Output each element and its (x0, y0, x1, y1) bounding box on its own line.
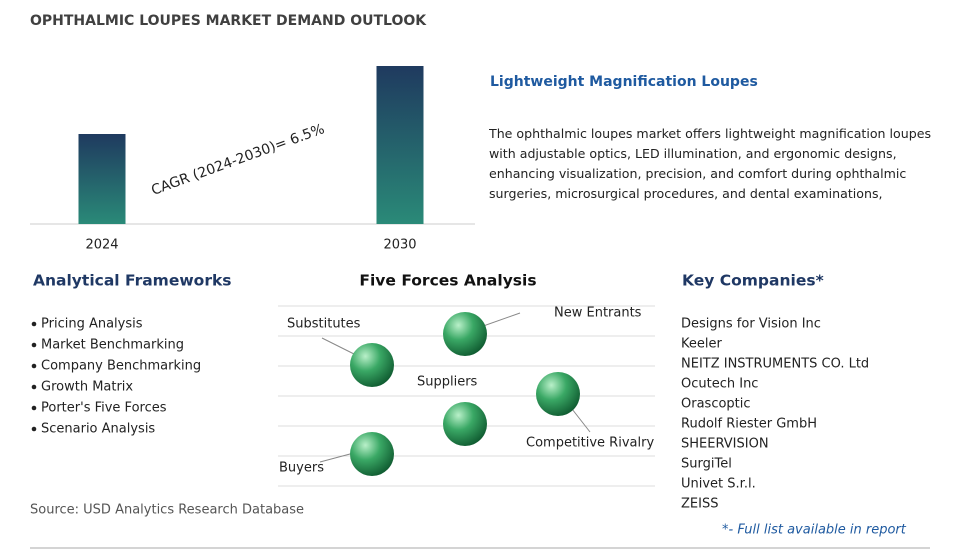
framework-item: Porter's Five Forces (41, 401, 167, 416)
cagr-label: CAGR (2024-2030)= 6.5% (149, 121, 327, 199)
company-item: Ocutech Inc (681, 377, 758, 392)
framework-item: Market Benchmarking (41, 338, 184, 353)
framework-item: Company Benchmarking (41, 359, 201, 374)
company-item: SHEERVISION (681, 437, 769, 452)
source: Source: USD Analytics Research Database (30, 503, 304, 518)
company-item: Keeler (681, 337, 722, 352)
bullet (31, 405, 37, 411)
force-label: Buyers (279, 461, 324, 476)
companies-title: Key Companies* (682, 272, 824, 290)
framework-item: Growth Matrix (41, 380, 133, 395)
company-item: Univet S.r.l. (681, 477, 756, 492)
bullet (31, 384, 37, 390)
framework-item: Scenario Analysis (41, 422, 155, 437)
five-forces-title: Five Forces Analysis (359, 272, 536, 290)
company-item: Rudolf Riester GmbH (681, 417, 817, 432)
spheres (350, 312, 580, 476)
force-label: Substitutes (287, 317, 361, 332)
force-label: Suppliers (417, 375, 478, 390)
page-title: OPHTHALMIC LOUPES MARKET DEMAND OUTLOOK (30, 13, 427, 29)
bullet (31, 426, 37, 432)
frameworks-title: Analytical Frameworks (33, 272, 232, 290)
description-text: The ophthalmic loupes market offers ligh… (489, 126, 932, 201)
force-label: New Entrants (554, 306, 642, 321)
framework-item: Pricing Analysis (41, 317, 143, 332)
force-label: Competitive Rivalry (526, 436, 654, 451)
company-item: Designs for Vision Inc (681, 317, 821, 332)
companies-note: *- Full list available in report (722, 523, 907, 538)
company-item: ZEISS (681, 497, 718, 512)
description-title: Lightweight Magnification Loupes (490, 74, 758, 90)
company-item: NEITZ INSTRUMENTS CO. Ltd (681, 357, 869, 372)
company-item: SurgiTel (681, 457, 732, 472)
bullet (31, 321, 37, 327)
bar (78, 134, 126, 224)
company-item: Orascoptic (681, 397, 751, 412)
x-tick-label: 2024 (85, 238, 118, 253)
bullet (31, 363, 37, 369)
x-tick-label: 2030 (383, 238, 416, 253)
bar (376, 66, 424, 224)
bullet (31, 342, 37, 348)
